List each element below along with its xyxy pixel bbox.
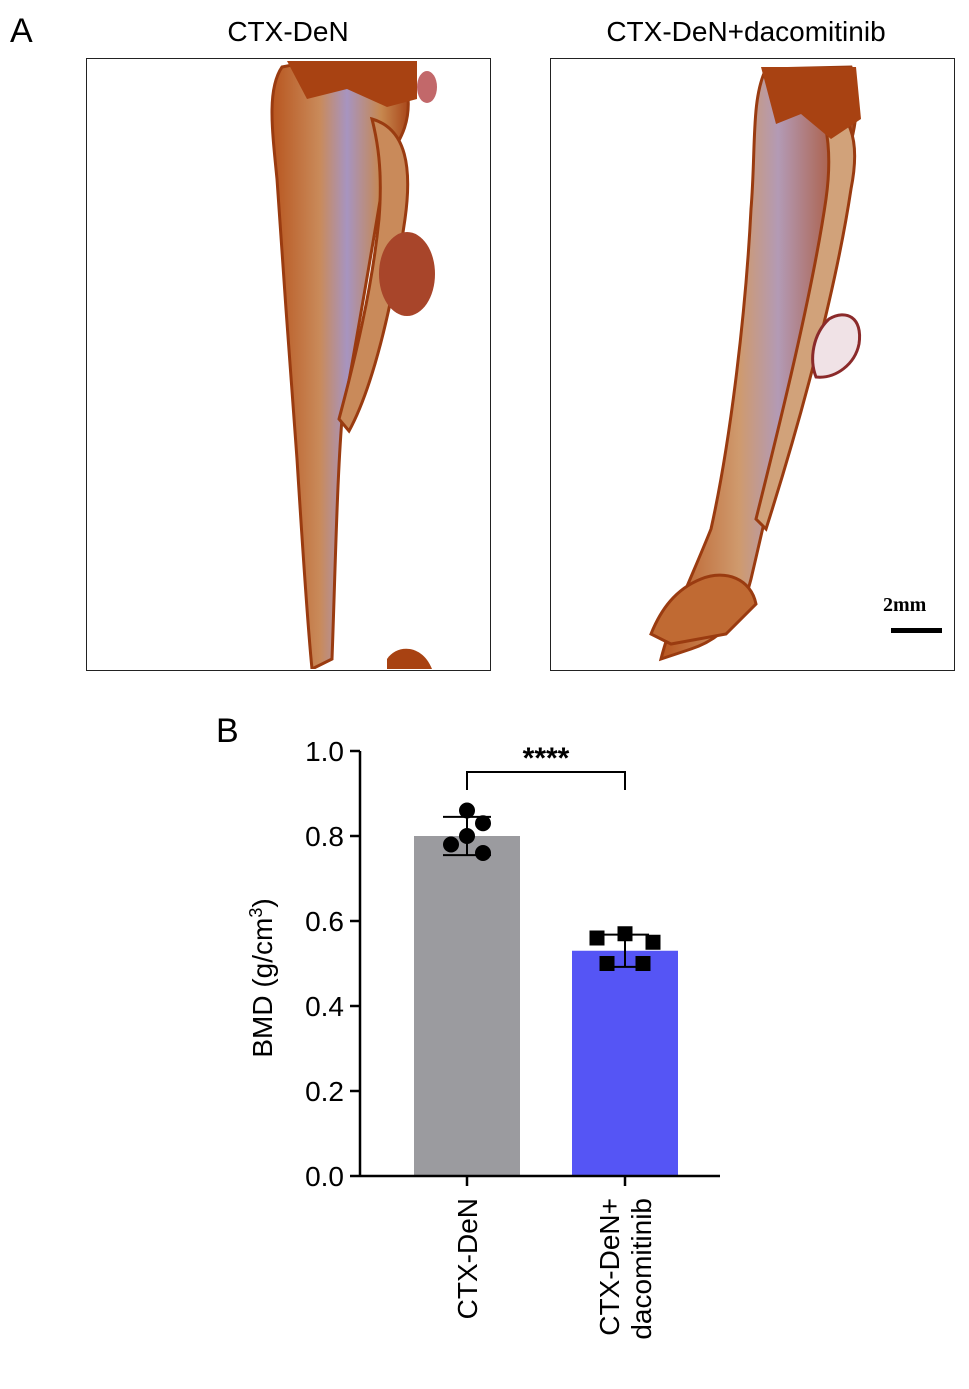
data-point (475, 845, 491, 861)
bar-1 (414, 836, 520, 1176)
significance-line (466, 771, 626, 790)
panel-a-letter: A (10, 12, 33, 50)
y-axis: 0.0 0.2 0.4 0.6 0.8 1.0 (305, 736, 362, 1192)
x-axis: CTX-DeN CTX-DeN+ dacomitinib (360, 1174, 720, 1340)
image-title-left: CTX-DeN (227, 16, 349, 47)
image-title-right: CTX-DeN+dacomitinib (606, 16, 886, 47)
bar-2 (572, 950, 678, 1176)
data-point (443, 836, 459, 853)
data-point (645, 934, 661, 950)
data-point (617, 926, 633, 942)
x-tick-label: CTX-DeN+ (594, 1198, 625, 1336)
y-tick-label: 0.0 (305, 1161, 344, 1192)
data-point (459, 802, 475, 819)
scale-bar-label: 2mm (883, 594, 927, 616)
significance-bracket: **** (466, 742, 626, 790)
microct-image-ctx-den-dacomitinib (550, 58, 955, 671)
bone-illustration-left (270, 61, 437, 672)
y-axis-label: BMD (g/cm3) (246, 898, 278, 1057)
bone-illustration-right (649, 65, 862, 662)
x-tick-label: CTX-DeN (452, 1198, 483, 1319)
data-point (475, 815, 491, 832)
scale-bar (891, 628, 942, 633)
data-point (459, 828, 475, 844)
significance-label: **** (523, 742, 570, 775)
data-points-group (443, 802, 661, 971)
y-tick-label: 0.2 (305, 1076, 344, 1107)
x-tick-label: dacomitinib (626, 1198, 657, 1340)
bars-group (414, 836, 678, 1176)
y-tick-label: 0.6 (305, 906, 344, 937)
data-point (599, 956, 615, 971)
data-point (589, 930, 605, 946)
panel-b-letter: B (216, 712, 239, 750)
y-tick-label: 0.8 (305, 821, 344, 852)
y-tick-label: 1.0 (305, 736, 344, 767)
y-tick-label: 0.4 (305, 991, 344, 1022)
data-point (635, 956, 651, 971)
microct-image-ctx-den (86, 58, 491, 672)
